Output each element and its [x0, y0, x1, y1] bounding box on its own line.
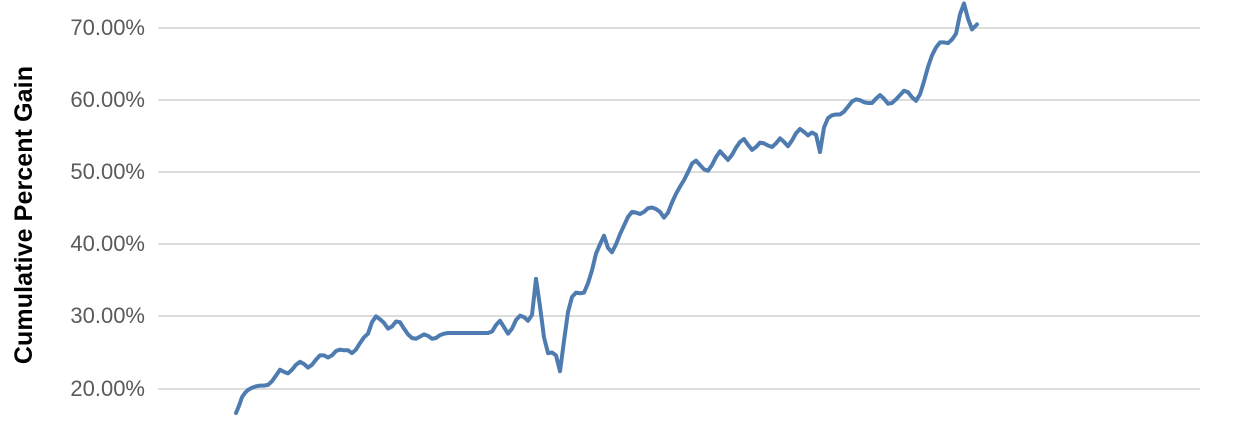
gridline-30	[158, 315, 1200, 318]
gridline-70	[158, 27, 1200, 29]
gridline-40	[158, 243, 1200, 246]
y-axis-title: Cumulative Percent Gain	[9, 65, 38, 365]
y-tick-label-20: 20.00%	[70, 375, 145, 401]
y-tick-label-50: 50.00%	[70, 159, 145, 185]
gridline-50	[158, 171, 1200, 174]
gridline-60	[158, 99, 1200, 102]
y-tick-label-70: 70.00%	[70, 15, 145, 40]
series-line-cumulative-percent-gain	[234, 1, 979, 416]
y-tick-label-30: 30.00%	[70, 303, 145, 329]
y-tick-label-40: 40.00%	[70, 231, 145, 257]
y-tick-label-60: 60.00%	[70, 87, 145, 113]
gridline-20	[158, 387, 1200, 390]
